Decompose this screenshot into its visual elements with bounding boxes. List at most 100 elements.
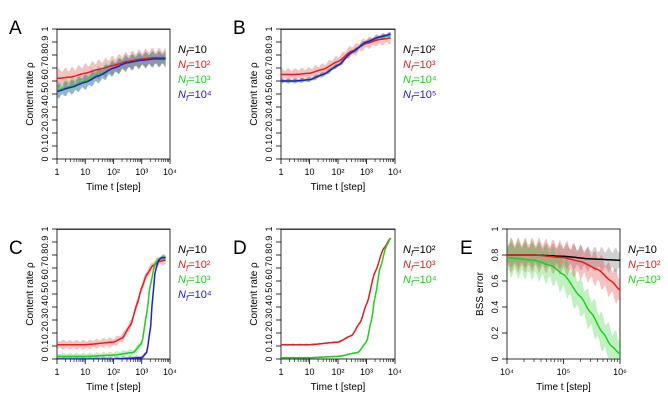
- y-tick-label: 0.8: [40, 249, 50, 262]
- band-green: [507, 237, 620, 359]
- legend-entry: Nf=10: [628, 244, 657, 258]
- x-tick-label: 10²: [331, 167, 344, 177]
- x-tick-label: 10⁴: [163, 167, 177, 177]
- series-line-red: [281, 37, 391, 76]
- plot-area: [57, 229, 170, 359]
- y-tick-label: 0.6: [490, 275, 500, 288]
- y-tick-label: 0: [490, 356, 500, 361]
- x-tick-label: 10: [80, 367, 90, 377]
- y-tick-label: 0.9: [40, 36, 50, 49]
- series-line-blue: [57, 256, 166, 359]
- plot-frame: [280, 28, 396, 160]
- y-tick-label: 0.2: [40, 127, 50, 140]
- y-axis-label: Content rate ρ: [25, 262, 36, 326]
- legend-entry: Nf=10⁴: [403, 274, 437, 288]
- y-tick-label: 0.4: [40, 101, 50, 114]
- y-tick-label: 0.3: [264, 114, 274, 127]
- band-green: [281, 33, 391, 84]
- plot-area: [281, 229, 395, 359]
- y-tick-label: 0.3: [264, 314, 274, 327]
- x-tick-label: 10: [304, 367, 314, 377]
- legend-entry: Nf=10⁴: [403, 74, 437, 88]
- y-tick-label: 0.4: [264, 101, 274, 114]
- y-tick-label: 0.5: [264, 88, 274, 101]
- y-tick-label: 1: [264, 226, 274, 231]
- y-tick-label: 0.6: [264, 75, 274, 88]
- y-tick-label: 0.2: [264, 327, 274, 340]
- x-tick-label: 10²: [107, 367, 120, 377]
- y-tick-label: 0.1: [264, 140, 274, 153]
- panel-letter: B: [233, 18, 246, 39]
- y-tick-label: 0: [40, 356, 50, 361]
- y-tick-label: 0.7: [40, 62, 50, 75]
- y-tick-label: 1: [40, 226, 50, 231]
- series-line-red: [281, 237, 392, 346]
- y-tick-label: 0.8: [264, 49, 274, 62]
- legend-entry: Nf=10²: [178, 259, 211, 273]
- x-axis-label: Time t [step]: [86, 382, 141, 393]
- x-tick-label: 10: [80, 167, 90, 177]
- y-tick-label: 0.7: [264, 62, 274, 75]
- y-tick-label: 0.6: [40, 275, 50, 288]
- y-axis-label: Content rate ρ: [249, 262, 260, 326]
- legend-entry: Nf=10: [178, 244, 207, 258]
- plot-area: [57, 29, 170, 99]
- y-tick-label: 0.5: [264, 288, 274, 301]
- y-tick-label: 1: [264, 26, 274, 31]
- x-axis-label: Time t [step]: [311, 182, 366, 193]
- y-tick-label: 0.3: [40, 114, 50, 127]
- x-tick-label: 10⁴: [388, 167, 402, 177]
- panel-letter: C: [9, 238, 23, 259]
- panel-d: D 0 0.10.20.30.40.50.60.70.80.9 1 1 10 10² 10³ 1…: [233, 226, 437, 393]
- y-axis-label: Content rate ρ: [25, 62, 36, 126]
- legend-entry: Nf=10³: [178, 74, 211, 88]
- series-line-blue: [281, 33, 391, 82]
- panel-letter: D: [233, 238, 247, 259]
- y-tick-label: 0: [264, 356, 274, 361]
- y-tick-label: 0.4: [40, 301, 50, 314]
- x-axis-label: Time t [step]: [86, 182, 141, 193]
- panel-e: E 0 0.2 0.4 0.6 0.8 1 10⁴ 10⁵ 10⁶ Time t [step] BSS…: [460, 226, 661, 393]
- x-axis-label: Time t [step]: [536, 382, 591, 393]
- x-tick-label: 10²: [107, 167, 120, 177]
- legend-entry: Nf=10⁴: [178, 89, 212, 103]
- y-tick-label: 0.9: [264, 36, 274, 49]
- band-blue: [57, 51, 166, 99]
- legend-entry: Nf=10³: [403, 59, 436, 73]
- y-tick-label: 0.8: [264, 249, 274, 262]
- x-tick-label: 1: [54, 167, 59, 177]
- y-tick-label: 0.8: [40, 49, 50, 62]
- series-line-red: [57, 56, 166, 80]
- y-tick-label: 0.9: [264, 236, 274, 249]
- y-tick-label: 0.7: [40, 262, 50, 275]
- series-line-blue: [57, 58, 166, 93]
- legend-entry: Nf=10²: [403, 244, 436, 258]
- band-green: [57, 49, 166, 99]
- y-axis-label: Content rate ρ: [249, 62, 260, 126]
- x-tick-label: 10⁶: [613, 367, 627, 377]
- y-tick-label: 0.5: [40, 88, 50, 101]
- series-line-green: [281, 237, 392, 359]
- y-tick-label: 1: [490, 226, 500, 231]
- legend-entry: Nf=10⁴: [178, 289, 212, 303]
- legend-entry: Nf=10²: [403, 44, 436, 58]
- y-tick-label: 0.2: [490, 327, 500, 340]
- x-tick-label: 10⁵: [557, 367, 571, 377]
- y-tick-label: 0.6: [264, 275, 274, 288]
- legend-entry: Nf=10³: [628, 274, 661, 288]
- y-tick-label: 0: [40, 156, 50, 161]
- band-red: [507, 236, 620, 304]
- series-line-green: [507, 256, 620, 355]
- y-tick-label: 0: [264, 156, 274, 161]
- y-tick-label: 0.7: [264, 262, 274, 275]
- x-tick-label: 1: [278, 367, 283, 377]
- plot-area: [507, 236, 620, 359]
- x-tick-label: 1: [54, 367, 59, 377]
- x-tick-label: 10⁴: [163, 367, 177, 377]
- plot-area: [281, 29, 395, 84]
- x-tick-label: 1: [278, 167, 283, 177]
- y-tick-label: 0.2: [40, 327, 50, 340]
- x-tick-label: 10³: [360, 167, 373, 177]
- y-axis-label: BSS error: [475, 271, 486, 316]
- y-tick-label: 0.4: [264, 301, 274, 314]
